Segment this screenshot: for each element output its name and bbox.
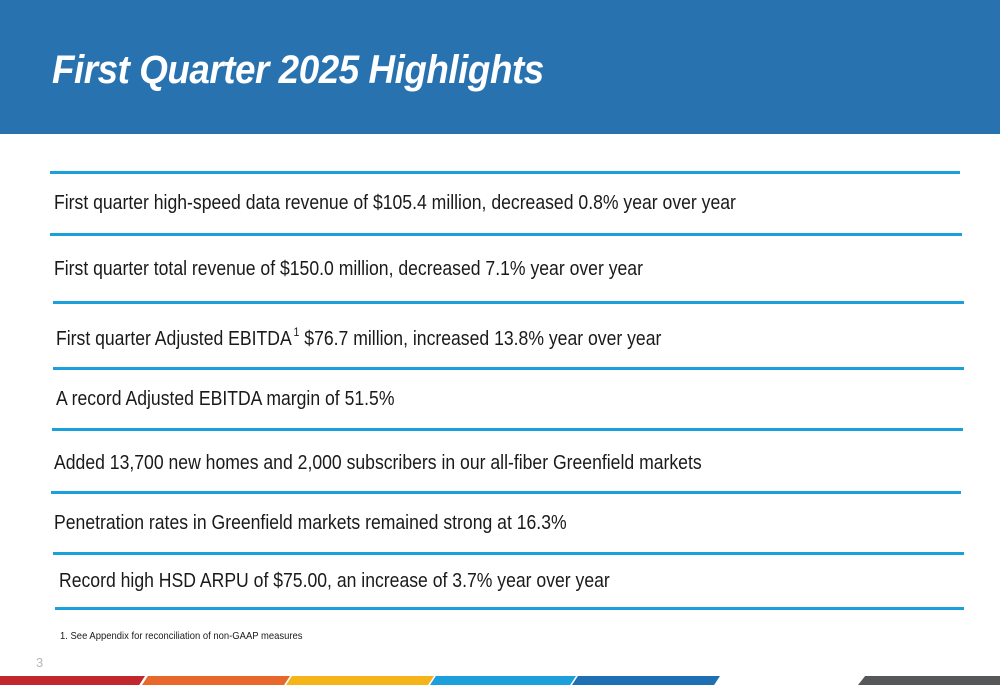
highlight-greenfield-penetration: Penetration rates in Greenfield markets … xyxy=(54,512,567,534)
slide-title: First Quarter 2025 Highlights xyxy=(52,48,544,92)
footnote-marker: 1 xyxy=(293,325,300,339)
divider-line xyxy=(55,607,964,610)
highlight-total-revenue: First quarter total revenue of $150.0 mi… xyxy=(54,258,643,280)
footer-bar-red xyxy=(0,676,145,685)
divider-line xyxy=(50,233,962,236)
footer-bar-blue xyxy=(572,676,720,685)
divider-line xyxy=(51,491,961,494)
divider-line xyxy=(52,428,963,431)
divider-line xyxy=(53,367,964,370)
highlight-greenfield-growth: Added 13,700 new homes and 2,000 subscri… xyxy=(54,452,702,474)
title-banner: First Quarter 2025 Highlights xyxy=(0,0,1000,134)
highlight-hsd-arpu: Record high HSD ARPU of $75.00, an incre… xyxy=(59,570,610,592)
divider-line xyxy=(53,552,964,555)
page-number: 3 xyxy=(36,655,44,670)
highlight-adjusted-ebitda-value: $76.7 million, increased 13.8% year over… xyxy=(299,328,662,350)
highlight-ebitda-margin: A record Adjusted EBITDA margin of 51.5% xyxy=(56,388,395,410)
highlight-adjusted-ebitda: First quarter Adjusted EBITDA 1 $76.7 mil… xyxy=(56,325,661,351)
divider-line xyxy=(50,171,960,174)
footer-bar-orange xyxy=(142,676,290,685)
footer-bar-yellow xyxy=(286,676,434,685)
divider-line xyxy=(53,301,964,304)
footer-bar-gray xyxy=(858,676,1000,685)
footnote: 1. See Appendix for reconciliation of no… xyxy=(60,630,303,642)
highlight-hsd-revenue: First quarter high-speed data revenue of… xyxy=(54,192,736,214)
footer-bar-lightblue xyxy=(430,676,576,685)
highlight-adjusted-ebitda-label: First quarter Adjusted EBITDA xyxy=(56,328,292,350)
